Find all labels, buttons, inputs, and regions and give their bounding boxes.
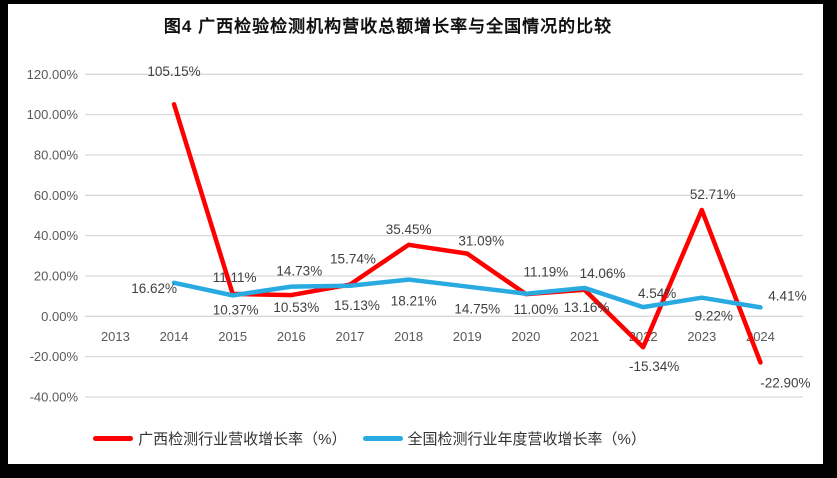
y-tick-label: 120.00% xyxy=(27,67,79,82)
legend-label-guangxi: 广西检测行业营收增长率（%） xyxy=(138,431,347,448)
data-label: 35.45% xyxy=(386,222,432,237)
data-label: 10.53% xyxy=(273,300,319,315)
data-label: 11.11% xyxy=(213,270,257,285)
y-tick-label: 40.00% xyxy=(34,228,79,243)
series-line-national xyxy=(171,277,763,310)
data-label: -22.90% xyxy=(760,375,810,390)
data-label: 10.37% xyxy=(213,302,259,317)
data-label: 15.74% xyxy=(330,252,376,267)
x-tick-label: 2021 xyxy=(570,329,599,344)
data-label: 9.22% xyxy=(695,309,733,324)
y-tick-label: 80.00% xyxy=(34,147,79,162)
data-label: 31.09% xyxy=(458,234,504,249)
x-tick-label: 2013 xyxy=(101,329,130,344)
data-label: -15.34% xyxy=(629,359,679,374)
data-label: 105.15% xyxy=(147,64,200,79)
x-tick-label: 2014 xyxy=(160,329,189,344)
data-label: 13.16% xyxy=(564,300,610,315)
data-label: 16.62% xyxy=(131,281,177,296)
x-tick-label: 2023 xyxy=(687,329,716,344)
chart-paper: 图4 广西检验检测机构营收总额增长率与全国情况的比较 120.00% 100.00… xyxy=(8,4,823,464)
data-label: 4.54% xyxy=(638,286,676,301)
data-label: 14.73% xyxy=(276,264,322,279)
y-tick-label: 20.00% xyxy=(34,268,79,283)
y-tick-label: 100.00% xyxy=(27,107,79,122)
x-tick-label: 2018 xyxy=(394,329,423,344)
legend-item-guangxi: 广西检测行业营收增长率（%） xyxy=(93,428,347,449)
y-tick-label: 60.00% xyxy=(34,188,79,203)
data-label: 14.06% xyxy=(580,266,626,281)
x-tick-label: 2015 xyxy=(218,329,247,344)
data-label: 4.41% xyxy=(768,288,806,303)
x-tick-label: 2019 xyxy=(453,329,482,344)
national-line-swatch-icon xyxy=(362,436,403,441)
chart-legend: 广西检测行业营收增长率（%） 全国检测行业年度营收增长率（%） xyxy=(0,428,777,449)
data-label: 52.71% xyxy=(690,187,736,202)
y-tick-label: -20.00% xyxy=(30,349,79,364)
y-tick-label: 0.00% xyxy=(41,309,78,324)
y-tick-label: -40.00% xyxy=(30,389,79,404)
x-tick-label: 2016 xyxy=(277,329,306,344)
guangxi-line-swatch-icon xyxy=(93,436,134,441)
x-tick-label: 2017 xyxy=(335,329,364,344)
legend-label-national: 全国检测行业年度营收增长率（%） xyxy=(407,431,646,448)
x-tick-label: 2020 xyxy=(511,329,540,344)
data-label: 15.13% xyxy=(334,298,380,313)
data-label: 11.00% xyxy=(513,302,558,317)
data-label: 18.21% xyxy=(391,294,437,309)
data-label: 14.75% xyxy=(454,302,500,317)
legend-item-national: 全国检测行业年度营收增长率（%） xyxy=(362,428,646,449)
chart-title: 图4 广西检验检测机构营收总额增长率与全国情况的比较 xyxy=(163,17,613,36)
line-chart: 120.00% 100.00% 80.00% 60.00% 40.00% 20.00% 0.… xyxy=(27,64,811,404)
series-line-guangxi xyxy=(171,101,763,365)
data-label: 11.19% xyxy=(523,265,568,280)
